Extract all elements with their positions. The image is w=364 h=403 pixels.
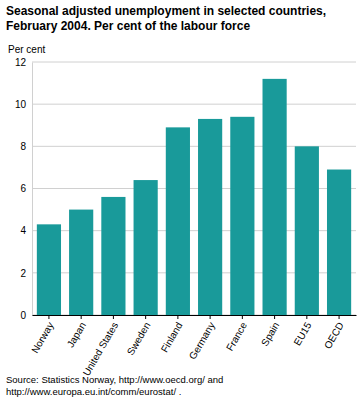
tick-label: OECD bbox=[322, 320, 346, 351]
y-label: Per cent bbox=[8, 44, 45, 55]
tick: OECD bbox=[322, 315, 346, 351]
grid-line bbox=[32, 104, 356, 105]
text-line: February 2004. Per cent of the labour fo… bbox=[6, 19, 250, 33]
tick: 0 bbox=[20, 310, 32, 321]
tick: Finland bbox=[159, 315, 185, 354]
bar bbox=[198, 119, 222, 315]
tick-label: France bbox=[224, 320, 249, 353]
tick: 4 bbox=[20, 225, 32, 236]
tick-label: 10 bbox=[15, 99, 27, 110]
tick-label: Sweden bbox=[125, 320, 153, 357]
plot: 024681012NorwayJapanUnited StatesSwedenF… bbox=[15, 57, 357, 378]
tick-mark bbox=[242, 315, 243, 319]
grid-line bbox=[32, 62, 356, 63]
tick-mark bbox=[274, 315, 275, 319]
tick-label: 12 bbox=[15, 57, 27, 68]
tick: Norway bbox=[29, 315, 55, 355]
tick-label: Germany bbox=[187, 320, 217, 361]
bar bbox=[295, 146, 319, 315]
bar bbox=[263, 79, 287, 315]
tick-label: United States bbox=[81, 320, 121, 378]
tick: 8 bbox=[20, 141, 32, 152]
tick-mark bbox=[210, 315, 211, 319]
source: Source: Statistics Norway, http://www.oe… bbox=[6, 374, 223, 397]
text-line: http://www.europa.eu.int/comm/eurostat/ … bbox=[6, 386, 181, 397]
bar bbox=[230, 117, 254, 315]
y-axis: 0 2 4 6 8 10 12 bbox=[15, 57, 33, 321]
title: Seasonal adjusted unemployment in select… bbox=[6, 4, 326, 33]
axis-line bbox=[32, 63, 33, 316]
tick: Sweden bbox=[125, 315, 153, 357]
tick: 2 bbox=[20, 268, 32, 279]
tick-mark bbox=[145, 315, 146, 319]
tick: Japan bbox=[65, 315, 88, 349]
tick-mark bbox=[177, 315, 178, 319]
tick-label: 8 bbox=[20, 141, 26, 152]
tick: Germany bbox=[187, 315, 217, 361]
tick-label: Finland bbox=[159, 320, 185, 354]
tick-mark bbox=[306, 315, 307, 319]
bar bbox=[69, 210, 93, 315]
bar bbox=[134, 180, 158, 315]
grid bbox=[32, 62, 356, 315]
tick: 6 bbox=[20, 183, 32, 194]
tick: Spain bbox=[259, 315, 281, 348]
bar bbox=[327, 170, 351, 315]
tick: EU15 bbox=[292, 315, 314, 347]
tick-label: Spain bbox=[259, 320, 281, 348]
tick-label: 0 bbox=[20, 310, 26, 321]
tick-mark bbox=[48, 315, 49, 319]
tick-mark bbox=[81, 315, 82, 319]
text-line: Seasonal adjusted unemployment in select… bbox=[6, 4, 326, 18]
tick-label: EU15 bbox=[292, 320, 314, 348]
x-axis: Norway JapanUnited StatesSwedenFinlandGer… bbox=[29, 315, 356, 378]
tick-mark bbox=[113, 315, 114, 319]
tick: France bbox=[224, 315, 249, 353]
tick-label: 2 bbox=[20, 268, 26, 279]
text-line: Source: Statistics Norway, http://www.oe… bbox=[6, 374, 223, 385]
tick-mark bbox=[339, 315, 340, 319]
bar bbox=[166, 127, 190, 315]
bars bbox=[37, 79, 351, 315]
tick-label: 6 bbox=[20, 183, 26, 194]
bar bbox=[37, 224, 61, 315]
tick: United States bbox=[81, 315, 121, 378]
chart: Seasonal adjusted unemployment in select… bbox=[0, 0, 364, 403]
tick-label: 4 bbox=[20, 225, 26, 236]
tick-label: Japan bbox=[65, 320, 88, 349]
bar bbox=[101, 197, 125, 315]
tick: 12 bbox=[15, 57, 32, 68]
tick: 10 bbox=[15, 99, 32, 110]
tick-label: Norway bbox=[29, 320, 55, 355]
